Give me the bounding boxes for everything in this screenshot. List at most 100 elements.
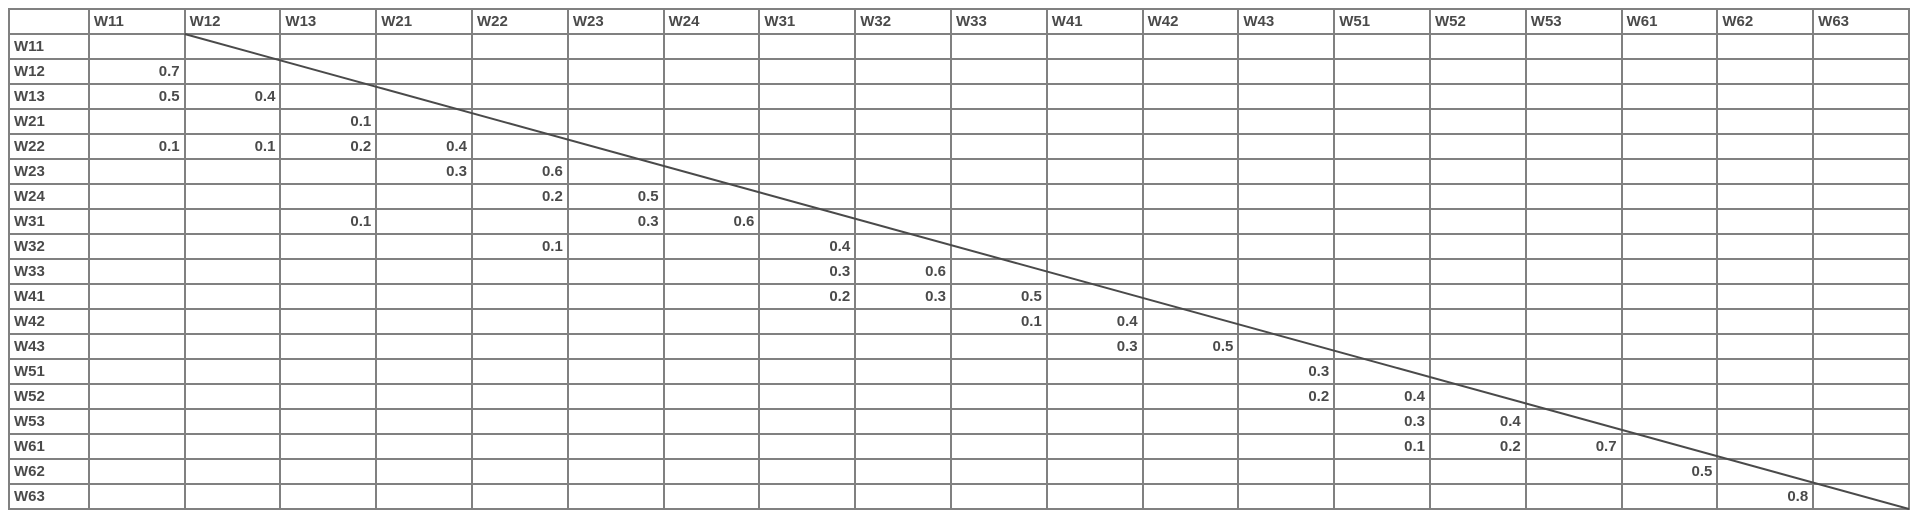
matrix-cell — [1430, 159, 1526, 184]
matrix-cell — [1143, 209, 1239, 234]
matrix-cell — [664, 459, 760, 484]
matrix-cell — [280, 359, 376, 384]
matrix-cell — [759, 359, 855, 384]
matrix-cell — [664, 34, 760, 59]
matrix-cell — [472, 259, 568, 284]
matrix-cell — [664, 359, 760, 384]
matrix-cell — [1430, 259, 1526, 284]
matrix-cell — [280, 59, 376, 84]
matrix-cell — [89, 209, 185, 234]
matrix-cell — [1622, 109, 1718, 134]
matrix-cell: 0.1 — [472, 234, 568, 259]
matrix-cell — [1047, 109, 1143, 134]
matrix-cell — [1143, 109, 1239, 134]
matrix-cell: 0.5 — [951, 284, 1047, 309]
col-header: W31 — [759, 9, 855, 34]
col-header: W42 — [1143, 9, 1239, 34]
matrix-cell — [376, 484, 472, 509]
matrix-cell — [1334, 34, 1430, 59]
matrix-cell — [664, 434, 760, 459]
matrix-cell — [185, 284, 281, 309]
matrix-cell — [1143, 434, 1239, 459]
corner-cell — [9, 9, 89, 34]
matrix-cell — [1238, 59, 1334, 84]
col-header: W11 — [89, 9, 185, 34]
matrix-cell — [1047, 159, 1143, 184]
matrix-cell — [855, 209, 951, 234]
matrix-cell — [280, 384, 376, 409]
matrix-cell — [1047, 259, 1143, 284]
matrix-cell — [280, 184, 376, 209]
matrix-cell — [1143, 459, 1239, 484]
matrix-cell — [951, 234, 1047, 259]
matrix-cell — [1813, 184, 1909, 209]
matrix-cell — [1430, 234, 1526, 259]
matrix-cell — [855, 234, 951, 259]
matrix-cell — [1717, 309, 1813, 334]
matrix-cell — [1622, 84, 1718, 109]
matrix-cell — [759, 109, 855, 134]
matrix-cell — [951, 259, 1047, 284]
matrix-cell — [1622, 309, 1718, 334]
matrix-cell — [568, 459, 664, 484]
matrix-cell — [1622, 284, 1718, 309]
matrix-cell — [1430, 384, 1526, 409]
matrix-cell — [568, 284, 664, 309]
matrix-cell — [951, 34, 1047, 59]
matrix-cell — [1430, 84, 1526, 109]
matrix-cell — [759, 409, 855, 434]
matrix-cell — [855, 184, 951, 209]
matrix-cell — [759, 334, 855, 359]
matrix-cell — [185, 359, 281, 384]
matrix-cell — [1238, 184, 1334, 209]
col-header: W21 — [376, 9, 472, 34]
matrix-cell — [759, 459, 855, 484]
matrix-cell — [951, 434, 1047, 459]
matrix-cell — [1813, 459, 1909, 484]
matrix-cell: 0.1 — [280, 109, 376, 134]
matrix-cell — [1430, 309, 1526, 334]
matrix-cell — [1526, 184, 1622, 209]
matrix-cell — [89, 184, 185, 209]
matrix-cell — [855, 34, 951, 59]
matrix-cell — [855, 409, 951, 434]
matrix-cell — [1622, 134, 1718, 159]
matrix-cell — [376, 259, 472, 284]
matrix-cell — [1526, 459, 1622, 484]
matrix-cell — [1526, 109, 1622, 134]
row-header: W12 — [9, 59, 89, 84]
matrix-cell — [376, 184, 472, 209]
matrix-cell — [280, 334, 376, 359]
row-header: W24 — [9, 184, 89, 209]
matrix-cell — [1047, 359, 1143, 384]
matrix-cell — [1622, 359, 1718, 384]
matrix-cell — [89, 484, 185, 509]
matrix-cell — [1047, 284, 1143, 309]
matrix-cell — [1526, 284, 1622, 309]
col-header: W12 — [185, 9, 281, 34]
matrix-cell — [1430, 334, 1526, 359]
matrix-cell — [185, 184, 281, 209]
matrix-cell — [1813, 434, 1909, 459]
matrix-cell — [951, 109, 1047, 134]
matrix-cell — [1813, 209, 1909, 234]
matrix-cell — [568, 434, 664, 459]
matrix-cell — [1717, 184, 1813, 209]
matrix-cell: 0.4 — [376, 134, 472, 159]
matrix-cell — [472, 459, 568, 484]
matrix-cell — [1717, 109, 1813, 134]
matrix-cell: 0.6 — [472, 159, 568, 184]
matrix-cell — [1334, 359, 1430, 384]
matrix-cell — [1238, 434, 1334, 459]
matrix-cell — [472, 409, 568, 434]
matrix-cell — [1238, 459, 1334, 484]
matrix-cell — [185, 259, 281, 284]
matrix-cell — [664, 159, 760, 184]
matrix-cell — [1047, 184, 1143, 209]
matrix-cell — [376, 359, 472, 384]
col-header: W41 — [1047, 9, 1143, 34]
matrix-cell — [951, 484, 1047, 509]
matrix-cell — [1526, 384, 1622, 409]
matrix-cell — [951, 184, 1047, 209]
matrix-cell — [89, 259, 185, 284]
